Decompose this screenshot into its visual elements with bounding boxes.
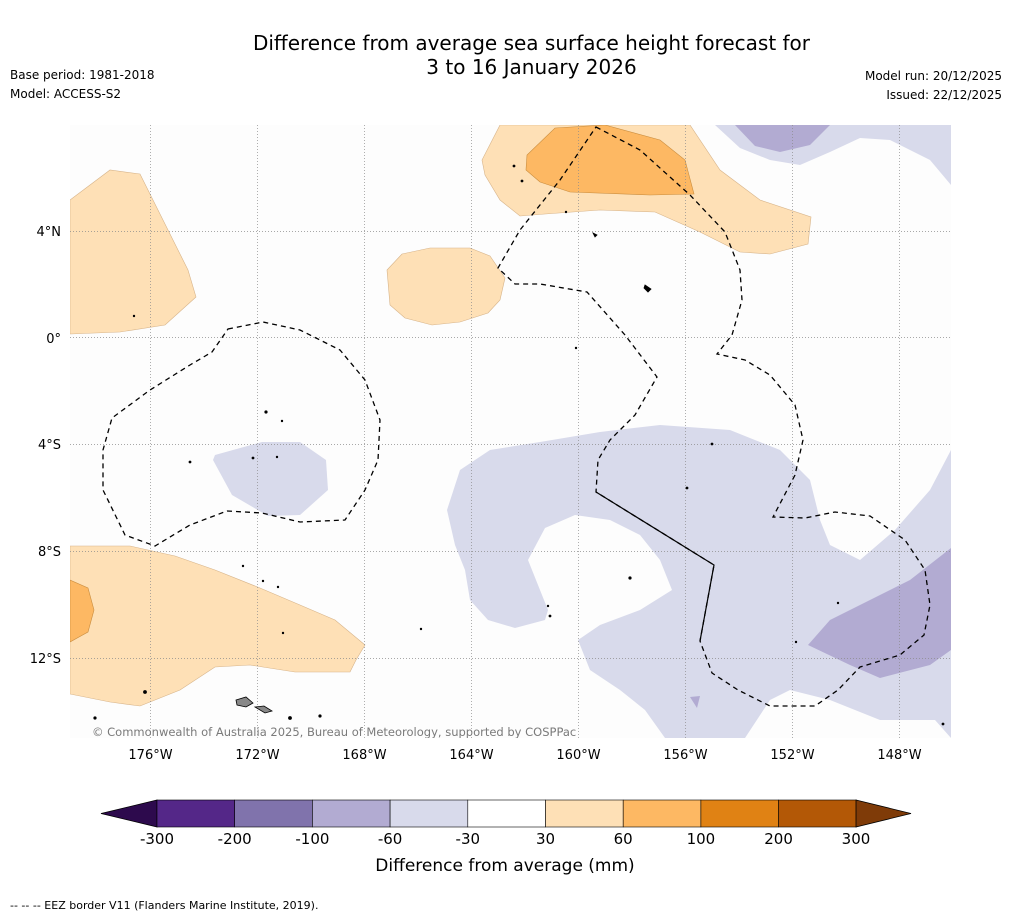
- colorbar: -300 -200 -100 -60 -30 30 60 100 200 300…: [100, 799, 912, 876]
- colorbar-tick: 200: [764, 830, 793, 848]
- samoa-island: [235, 696, 254, 708]
- boundary-line: [595, 491, 715, 642]
- lon-label: 160°W: [556, 748, 600, 763]
- colorbar-title: Difference from average (mm): [375, 856, 634, 876]
- lon-label: 172°W: [235, 748, 279, 763]
- map-area: © Commonwealth of Australia 2025, Bureau…: [70, 125, 951, 739]
- colorbar-tick: -60: [378, 830, 403, 848]
- colorbar-extend-min: [100, 799, 158, 828]
- lon-label: 156°W: [663, 748, 707, 763]
- anomaly-region-positive: [386, 247, 506, 326]
- anomaly-region-negative: [213, 442, 328, 516]
- colorbar-segment: [700, 799, 779, 828]
- colorbar-tick: 100: [687, 830, 716, 848]
- lon-label: 168°W: [342, 748, 386, 763]
- colorbar-tick: -200: [218, 830, 252, 848]
- title-line-2: 3 to 16 January 2026: [426, 55, 637, 79]
- lat-label: 4°N: [37, 225, 62, 240]
- anomaly-region-negative: [447, 425, 951, 738]
- model-label: Model: ACCESS-S2: [10, 87, 122, 101]
- anomaly-region-negative: [808, 548, 951, 678]
- model-run-label: Model run: 20/12/2025: [864, 69, 1002, 83]
- colorbar-segment: [156, 799, 235, 828]
- lon-label: 164°W: [449, 748, 493, 763]
- colorbar-segment: [622, 799, 702, 828]
- colorbar-tick: 30: [536, 830, 555, 848]
- colorbar-segment: [467, 799, 546, 828]
- eez-footnote: -- -- -- EEZ border V11 (Flanders Marine…: [10, 899, 319, 912]
- anomaly-region-negative: [690, 696, 700, 708]
- anomaly-region-positive: [70, 579, 95, 643]
- lon-label: 176°W: [128, 748, 172, 763]
- anomaly-region-positive: [70, 169, 197, 335]
- lon-label: 152°W: [770, 748, 814, 763]
- colorbar-tick: -100: [295, 830, 329, 848]
- colorbar-tick: 60: [614, 830, 633, 848]
- meta-right: Model run: 20/12/2025 Issued: 22/12/2025: [865, 67, 1002, 105]
- base-period-label: Base period: 1981-2018: [10, 68, 155, 82]
- map-figure: © Commonwealth of Australia 2025, Bureau…: [30, 125, 951, 876]
- issued-label: Issued: 22/12/2025: [886, 88, 1002, 102]
- colorbar-tick: -300: [140, 830, 174, 848]
- colorbar-segment: [778, 799, 857, 828]
- eez-border: [102, 321, 381, 547]
- samoa-island: [253, 705, 273, 714]
- islands: [93, 164, 945, 726]
- colorbar-segment: [389, 799, 469, 828]
- lat-label: 0°: [46, 332, 61, 347]
- graticule: [70, 125, 951, 738]
- anomaly-region-positive: [525, 125, 695, 196]
- colorbar-extend-max: [855, 799, 912, 828]
- colorbar-segment: [545, 799, 624, 828]
- copyright-text: © Commonwealth of Australia 2025, Bureau…: [92, 725, 576, 739]
- meta-left: Base period: 1981-2018 Model: ACCESS-S2: [10, 66, 155, 104]
- title-line-1: Difference from average sea surface heig…: [252, 31, 811, 55]
- anomaly-region-negative: [735, 125, 830, 152]
- colorbar-segment: [312, 799, 391, 828]
- anomaly-region-positive: [70, 545, 366, 707]
- lat-label: 4°S: [38, 438, 61, 453]
- colorbar-tick: 300: [842, 830, 871, 848]
- chart-title: Difference from average sea surface heig…: [0, 31, 1011, 79]
- lat-label: 8°S: [38, 545, 61, 560]
- colorbar-tick: -30: [456, 830, 481, 848]
- lon-label: 148°W: [877, 748, 921, 763]
- lat-label: 12°S: [30, 652, 61, 667]
- eez-border: [497, 126, 931, 707]
- colorbar-segment: [234, 799, 313, 828]
